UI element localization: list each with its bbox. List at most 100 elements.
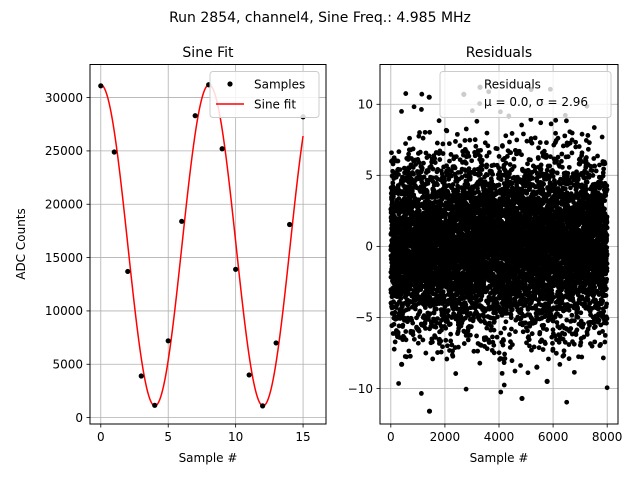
residual-point <box>455 188 461 194</box>
residual-point <box>444 128 450 134</box>
residuals-title: Residuals <box>466 45 532 61</box>
residual-point <box>472 137 478 143</box>
residual-point <box>496 182 502 188</box>
residual-point <box>520 329 526 335</box>
residual-point <box>478 177 484 182</box>
residual-point <box>432 156 438 161</box>
residual-point <box>395 158 401 164</box>
residual-point <box>464 307 470 312</box>
sine-fit-legend-box <box>209 71 320 118</box>
legend-samples-marker <box>227 81 233 87</box>
residual-point <box>443 337 449 343</box>
residual-point <box>468 324 474 330</box>
residual-point <box>490 171 496 177</box>
residual-point <box>421 174 427 180</box>
residual-point <box>410 332 416 338</box>
residual-point <box>463 160 469 166</box>
residual-point <box>429 339 435 345</box>
residual-point <box>471 348 477 354</box>
residual-point <box>452 165 458 171</box>
residual-point <box>501 360 507 366</box>
residual-point <box>413 161 419 167</box>
residual-point <box>484 325 490 331</box>
residual-point <box>435 182 440 188</box>
residual-point <box>448 173 454 179</box>
residual-point <box>415 340 421 346</box>
residual-point <box>407 135 412 141</box>
residual-point <box>427 311 433 317</box>
residual-point <box>498 389 504 395</box>
legend-sine-fit-label: Sine fit <box>254 98 296 112</box>
residual-point <box>508 150 514 156</box>
residual-point <box>417 149 423 155</box>
residual-point <box>433 335 438 340</box>
residual-point <box>404 354 410 360</box>
residual-point <box>471 315 477 321</box>
residual-point <box>416 328 422 334</box>
residual-point <box>403 141 408 147</box>
residual-point <box>406 348 412 354</box>
residual-point <box>457 143 463 149</box>
residual-point <box>419 107 424 112</box>
residual-point <box>467 332 473 338</box>
sine-fit-grid <box>90 64 326 424</box>
residual-point <box>513 329 518 335</box>
residual-point <box>406 151 411 157</box>
residual-point <box>479 162 485 168</box>
residual-point <box>511 156 517 162</box>
residual-point <box>398 296 404 301</box>
residual-point <box>440 151 446 156</box>
residual-point <box>467 174 473 180</box>
sine-fit-title: Sine Fit <box>182 45 234 61</box>
residual-point <box>423 325 428 331</box>
residual-point <box>453 154 459 160</box>
residual-point <box>389 150 394 156</box>
residual-point <box>484 162 490 168</box>
residual-point <box>439 327 444 333</box>
sine-fit-x-tick-label: 10 <box>228 430 243 444</box>
residual-point <box>494 334 500 340</box>
residual-point <box>463 386 469 392</box>
residual-point <box>423 150 429 156</box>
residual-point <box>416 160 422 165</box>
residual-point <box>417 334 423 340</box>
residual-point <box>509 307 515 312</box>
residual-point <box>502 351 507 357</box>
residual-point <box>488 324 494 329</box>
residual-point <box>462 138 468 143</box>
residual-point <box>391 194 396 199</box>
residual-point <box>403 329 409 334</box>
residual-point <box>484 153 490 159</box>
residual-point <box>466 153 472 159</box>
residual-point <box>453 371 459 376</box>
residual-point <box>448 338 454 344</box>
residual-point <box>519 152 524 158</box>
residual-point <box>425 181 431 186</box>
residual-point <box>412 306 418 312</box>
residual-point <box>417 308 423 314</box>
sample-point <box>179 218 185 224</box>
residual-point <box>491 342 497 348</box>
residual-point <box>396 172 401 177</box>
residual-point <box>450 348 455 354</box>
residual-point <box>485 143 491 149</box>
residual-point <box>422 129 428 135</box>
residual-point <box>442 178 447 184</box>
residual-point <box>514 137 520 143</box>
sample-point <box>98 83 104 89</box>
residual-point <box>454 131 460 137</box>
residual-point <box>424 190 430 196</box>
residual-point <box>396 196 402 201</box>
residual-point <box>434 140 440 146</box>
sample-point <box>152 402 158 408</box>
residual-point <box>445 308 451 313</box>
residual-point <box>502 356 508 361</box>
sample-point <box>165 338 171 344</box>
residual-point <box>427 129 433 135</box>
residual-point <box>479 167 485 172</box>
sine-fit-ylabel: ADC Counts <box>14 208 28 280</box>
sine-fit-xlabel: Sample # <box>179 451 238 465</box>
residual-point <box>411 336 417 342</box>
residual-point <box>508 315 514 321</box>
sample-point <box>125 268 131 275</box>
